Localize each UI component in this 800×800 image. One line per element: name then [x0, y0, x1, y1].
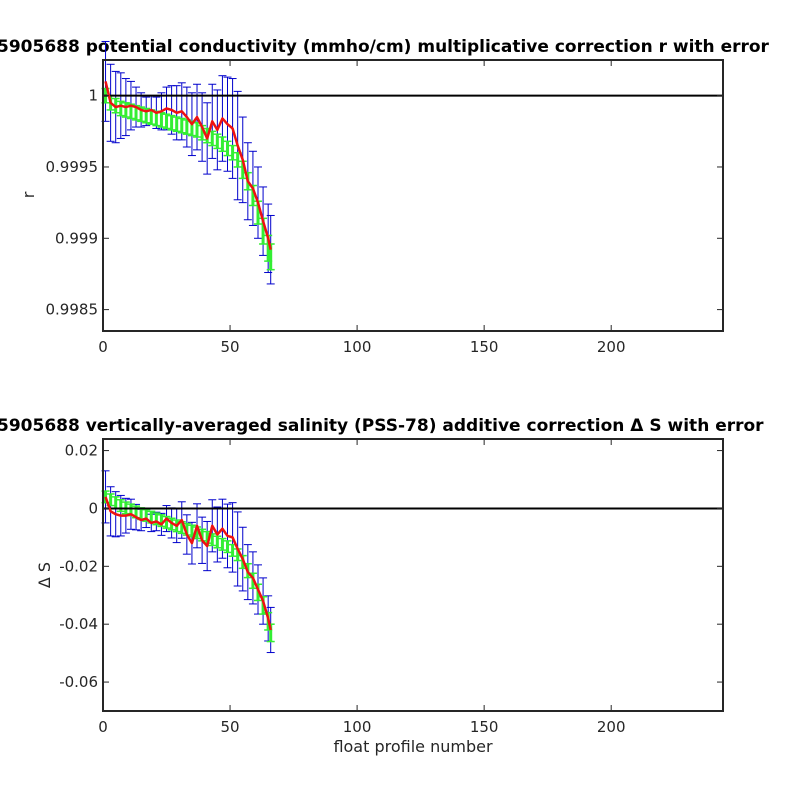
data-line [104, 496, 272, 631]
data-line [104, 81, 272, 250]
axes-box [102, 438, 724, 712]
top-panel-title: 5905688 potential conductivity (mmho/cm)… [0, 37, 770, 57]
x-tick-label: 150 [470, 338, 499, 356]
x-tick-label: 50 [221, 718, 240, 736]
x-tick-label: 200 [597, 718, 626, 736]
top-panel-ylabel: r [19, 191, 38, 198]
bottom-panel-xlabel: float profile number [333, 737, 493, 756]
x-tick-label: 50 [221, 338, 240, 356]
bottom-panel-title: 5905688 vertically-averaged salinity (PS… [0, 416, 764, 436]
bottom-panel-ylabel: Δ S [35, 562, 54, 588]
y-tick-label: 1 [88, 87, 98, 105]
y-tick-label: 0.02 [65, 442, 98, 460]
top-panel-plot-area: 0 50 100 150 200 0.9985 0.999 0.9995 1 [46, 40, 724, 356]
top-panel: 5905688 potential conductivity (mmho/cm)… [0, 37, 770, 356]
x-tick-label: 0 [98, 338, 108, 356]
x-tick-label: 150 [470, 718, 499, 736]
y-tick-label: 0.999 [55, 229, 98, 247]
x-tick-label: 200 [597, 338, 626, 356]
bottom-panel: 5905688 vertically-averaged salinity (PS… [0, 416, 764, 756]
y-tick-label: -0.02 [59, 557, 98, 575]
y-tick-label: -0.04 [59, 615, 98, 633]
x-tick-label: 100 [343, 338, 372, 356]
axes-box [102, 59, 724, 332]
y-tick-label: -0.06 [59, 673, 98, 691]
x-tick-label: 0 [98, 718, 108, 736]
y-tick-label: 0 [88, 499, 98, 517]
x-tick-label: 100 [343, 718, 372, 736]
y-tick-label: 0.9995 [46, 158, 99, 176]
bottom-panel-plot-area: 0 50 100 150 200 -0.06 -0.04 -0.02 0 0.02 [59, 438, 724, 736]
y-tick-label: 0.9985 [46, 301, 99, 319]
